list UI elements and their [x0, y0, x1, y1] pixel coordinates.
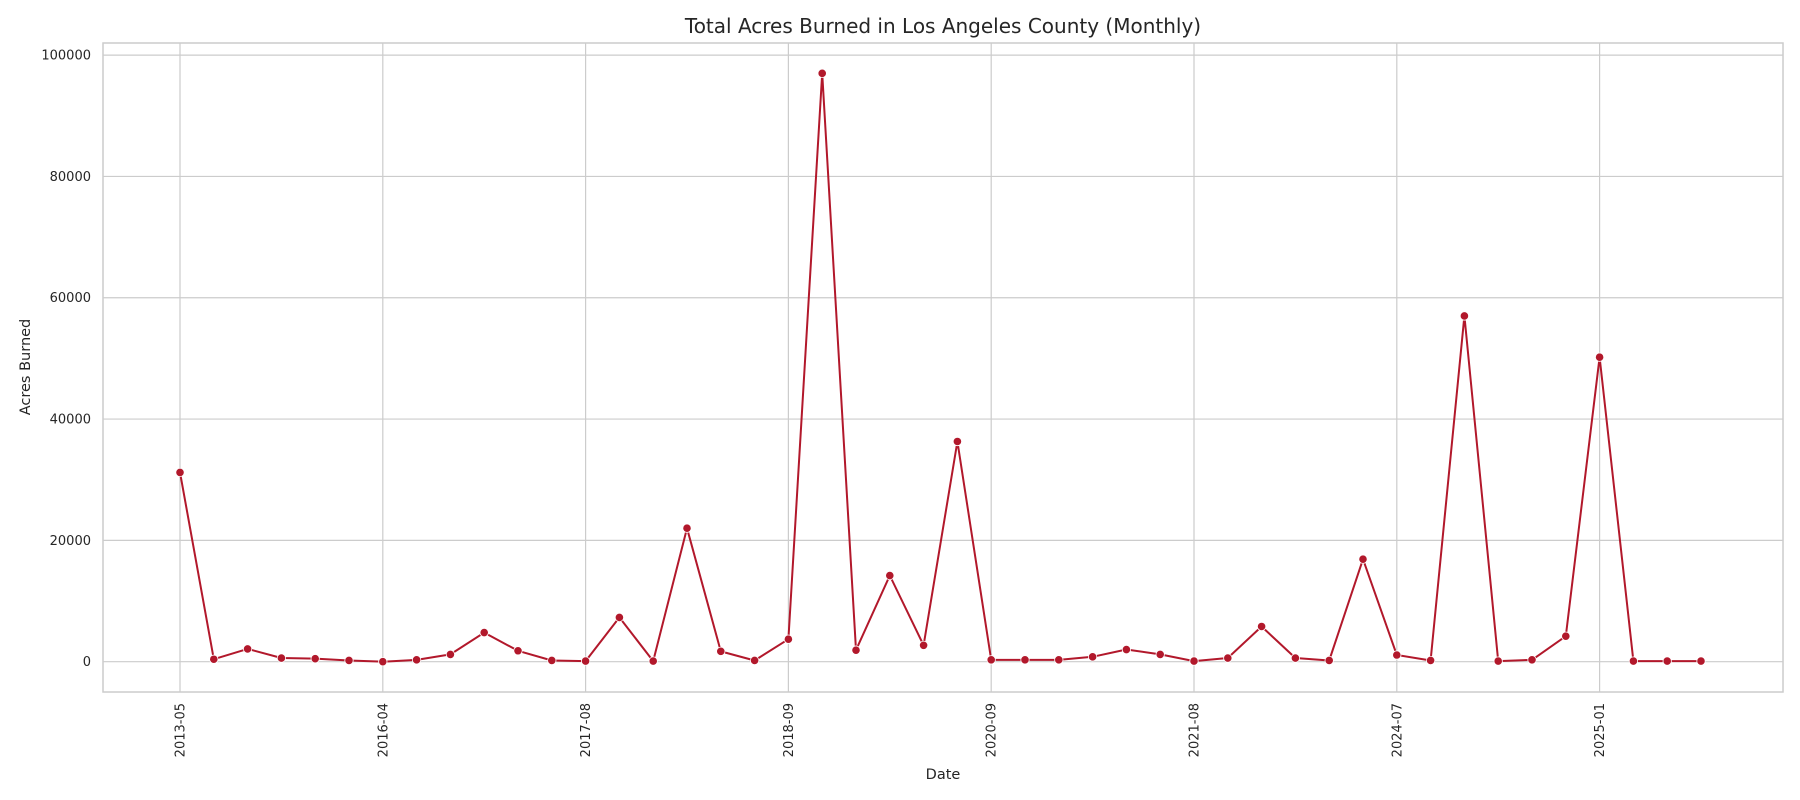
data-point — [682, 523, 692, 533]
data-point — [547, 655, 557, 666]
data-point — [1595, 352, 1605, 362]
data-point — [445, 649, 455, 659]
data-point — [1493, 656, 1503, 666]
data-point — [209, 654, 219, 664]
data-point — [1189, 656, 1199, 666]
y-tick-label: 0 — [83, 655, 91, 670]
data-point — [1257, 621, 1267, 632]
data-point — [952, 436, 963, 447]
data-point — [580, 656, 591, 666]
data-point — [614, 612, 625, 622]
data-point — [648, 656, 658, 666]
y-tick-label: 20000 — [50, 534, 91, 549]
series-line-group — [179, 72, 1701, 663]
plot-frame — [102, 42, 1784, 693]
y-tick-label: 40000 — [50, 413, 91, 428]
x-tick-label: 2025-01 — [1593, 703, 1608, 757]
data-point — [1088, 652, 1098, 662]
data-point — [1696, 656, 1706, 666]
data-point — [1561, 631, 1571, 641]
y-tick-label: 60000 — [50, 291, 91, 306]
data-point — [851, 645, 861, 655]
x-tick-label: 2020-09 — [985, 703, 1000, 757]
x-tick-label: 2018-09 — [782, 703, 797, 757]
data-point — [716, 646, 726, 656]
data-point — [783, 634, 794, 644]
x-axis-ticks: 2013-05 2016-04 2017-08 2018-09 2020-09 2021-… — [174, 703, 1609, 757]
data-point — [1426, 655, 1436, 666]
data-point — [1628, 656, 1639, 666]
data-point — [479, 627, 489, 638]
data-point — [885, 570, 895, 581]
data-point — [749, 655, 760, 666]
y-axis-ticks: 0 20000 40000 60000 80000 100000 — [41, 49, 91, 671]
data-point — [411, 655, 422, 665]
x-tick-label: 2024-07 — [1390, 703, 1405, 757]
data-point — [378, 657, 388, 667]
data-point — [1290, 653, 1301, 663]
series-markers — [175, 68, 1706, 667]
data-point — [1155, 649, 1165, 659]
x-tick-label: 2017-08 — [579, 703, 594, 757]
data-point — [1054, 655, 1064, 665]
chart-title: Total Acres Burned in Los Angeles County… — [684, 14, 1201, 38]
data-point — [1392, 650, 1402, 660]
y-tick-label: 80000 — [50, 170, 91, 185]
x-tick-label: 2021-08 — [1188, 703, 1203, 757]
data-point — [276, 653, 286, 663]
grid-lines — [103, 43, 1783, 692]
data-point — [1459, 311, 1470, 321]
x-axis-label: Date — [926, 767, 961, 783]
data-point — [1020, 655, 1030, 665]
y-tick-label: 100000 — [41, 49, 91, 64]
data-point — [918, 640, 929, 650]
data-point — [1662, 656, 1672, 666]
y-axis-label: Acres Burned — [18, 319, 34, 416]
series-line — [179, 72, 1701, 663]
data-point — [986, 655, 996, 665]
data-point — [513, 646, 523, 656]
data-point — [817, 68, 827, 78]
data-point — [1358, 554, 1368, 564]
data-point — [1223, 653, 1233, 663]
x-tick-label: 2016-04 — [376, 703, 391, 757]
data-point — [1527, 655, 1537, 665]
data-point — [1324, 655, 1334, 666]
data-point — [310, 654, 320, 664]
data-point — [344, 655, 354, 666]
data-point — [243, 644, 253, 654]
data-point — [1121, 644, 1132, 655]
x-tick-label: 2013-05 — [174, 703, 189, 757]
data-point — [175, 467, 185, 478]
